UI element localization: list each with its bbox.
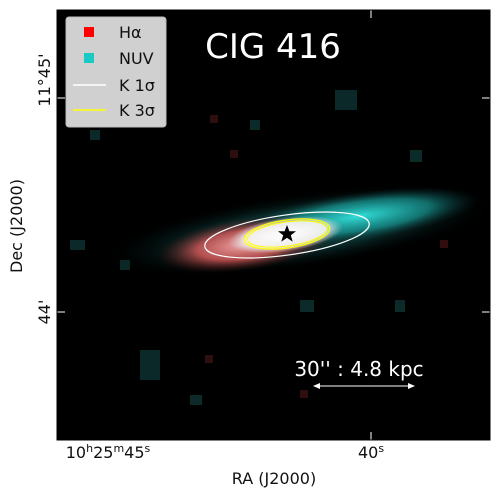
legend-marker-nuv [84, 53, 94, 63]
contour-1sigma [204, 211, 370, 259]
scale-bar-label: 30'' : 4.8 kpc [294, 357, 423, 381]
legend-box [65, 16, 167, 128]
y-axis-label: Dec (J2000) [7, 179, 26, 273]
y-tick-label-1: 44' [35, 300, 54, 325]
legend-label-halpha: Hα [119, 23, 142, 42]
legend: Hα NUV K 1σ K 3σ [65, 16, 167, 128]
legend-label-nuv: NUV [119, 49, 154, 68]
legend-item-nuv: NUV [84, 49, 154, 68]
legend-item-k1sigma: K 1σ [73, 76, 155, 95]
contour-3sigma-inner [246, 220, 328, 248]
galaxy-emission [101, 183, 490, 278]
legend-label-k1sigma: K 1σ [119, 76, 155, 95]
legend-marker-halpha [84, 27, 94, 37]
scale-bar-arrow [313, 383, 415, 389]
red-noise [205, 115, 448, 398]
image-panel: CIG 416 30'' : 4.8 kpc Hα NUV K 1σ [57, 10, 490, 440]
tick-marks [57, 10, 490, 440]
object-title: CIG 416 [205, 27, 341, 67]
star-icon [278, 225, 296, 242]
contours [204, 211, 370, 259]
x-tick-label-0: 10h25m45s [66, 442, 151, 462]
legend-item-k3sigma: K 3σ [73, 101, 155, 120]
plot-frame [56, 9, 491, 441]
legend-label-k3sigma: K 3σ [119, 101, 155, 120]
x-axis-label: RA (J2000) [232, 469, 316, 488]
x-tick-label-1: 40s [358, 442, 384, 462]
legend-item-halpha: Hα [84, 23, 142, 42]
y-tick-label-0: 11°45' [35, 53, 54, 106]
contour-3sigma-outer [243, 218, 331, 250]
